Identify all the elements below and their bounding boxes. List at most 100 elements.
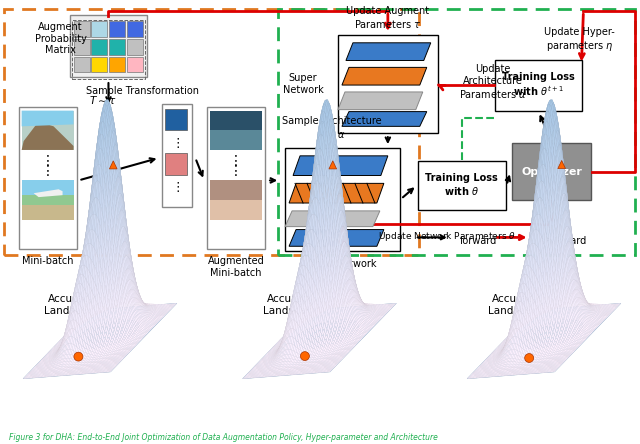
Polygon shape	[111, 360, 114, 361]
Polygon shape	[93, 311, 96, 312]
Polygon shape	[346, 352, 349, 353]
Polygon shape	[504, 345, 506, 351]
Polygon shape	[524, 323, 526, 324]
Polygon shape	[499, 360, 502, 363]
Polygon shape	[499, 365, 501, 368]
Polygon shape	[282, 347, 284, 353]
Polygon shape	[524, 363, 526, 365]
Polygon shape	[346, 43, 431, 60]
Polygon shape	[68, 372, 71, 373]
Polygon shape	[538, 162, 541, 181]
Polygon shape	[161, 310, 164, 312]
Polygon shape	[167, 305, 170, 306]
Polygon shape	[533, 244, 536, 258]
Polygon shape	[124, 213, 126, 232]
Polygon shape	[516, 351, 519, 356]
Polygon shape	[485, 359, 488, 360]
Polygon shape	[310, 228, 312, 244]
Polygon shape	[524, 296, 527, 309]
Polygon shape	[164, 310, 167, 312]
Polygon shape	[339, 230, 342, 249]
Polygon shape	[545, 359, 547, 360]
Polygon shape	[107, 299, 109, 304]
Polygon shape	[82, 372, 84, 373]
Polygon shape	[288, 373, 291, 374]
Polygon shape	[538, 252, 540, 268]
Polygon shape	[534, 182, 536, 203]
Polygon shape	[289, 329, 291, 335]
Polygon shape	[297, 371, 300, 372]
Polygon shape	[289, 316, 291, 325]
Polygon shape	[340, 218, 343, 235]
Polygon shape	[95, 310, 97, 312]
Polygon shape	[307, 354, 309, 357]
Polygon shape	[348, 277, 350, 285]
Polygon shape	[323, 252, 326, 268]
Polygon shape	[333, 330, 335, 337]
Polygon shape	[288, 359, 291, 362]
Polygon shape	[253, 373, 256, 375]
Polygon shape	[563, 306, 565, 317]
Polygon shape	[93, 178, 96, 195]
Polygon shape	[99, 358, 102, 360]
Polygon shape	[381, 307, 384, 308]
Polygon shape	[573, 258, 575, 272]
Polygon shape	[557, 366, 560, 367]
Polygon shape	[516, 329, 519, 332]
Polygon shape	[544, 339, 547, 345]
Polygon shape	[88, 272, 91, 284]
Polygon shape	[51, 375, 54, 377]
Polygon shape	[335, 177, 339, 197]
Polygon shape	[72, 329, 75, 331]
Polygon shape	[327, 365, 330, 367]
Polygon shape	[333, 366, 335, 367]
Polygon shape	[140, 298, 142, 304]
Polygon shape	[129, 349, 131, 350]
Polygon shape	[90, 361, 92, 363]
Polygon shape	[261, 360, 264, 361]
Polygon shape	[523, 321, 525, 323]
Polygon shape	[335, 364, 338, 365]
Polygon shape	[141, 309, 144, 313]
Polygon shape	[488, 357, 490, 358]
Polygon shape	[76, 369, 79, 370]
Polygon shape	[280, 339, 283, 341]
Polygon shape	[100, 352, 102, 355]
Polygon shape	[294, 366, 296, 368]
Polygon shape	[590, 306, 593, 308]
Polygon shape	[323, 244, 325, 266]
Polygon shape	[525, 265, 527, 274]
Polygon shape	[279, 343, 282, 349]
Polygon shape	[557, 330, 559, 337]
Polygon shape	[111, 353, 114, 355]
Polygon shape	[316, 312, 319, 313]
Polygon shape	[123, 353, 125, 355]
Polygon shape	[573, 289, 575, 293]
Polygon shape	[67, 330, 70, 339]
Polygon shape	[326, 121, 328, 140]
Polygon shape	[70, 344, 74, 350]
Polygon shape	[503, 345, 506, 349]
Polygon shape	[82, 347, 84, 352]
Polygon shape	[68, 333, 70, 337]
Polygon shape	[355, 280, 358, 290]
Polygon shape	[111, 116, 114, 130]
Polygon shape	[303, 246, 305, 258]
Polygon shape	[604, 308, 606, 309]
Polygon shape	[305, 318, 307, 320]
Polygon shape	[142, 307, 145, 310]
Polygon shape	[513, 354, 515, 359]
Polygon shape	[524, 358, 527, 361]
Polygon shape	[95, 345, 97, 350]
Polygon shape	[341, 303, 344, 304]
Polygon shape	[127, 302, 129, 303]
Polygon shape	[133, 288, 136, 294]
Polygon shape	[76, 271, 79, 282]
Polygon shape	[124, 235, 126, 250]
Polygon shape	[100, 371, 102, 373]
Polygon shape	[542, 369, 545, 371]
Polygon shape	[108, 361, 110, 362]
Polygon shape	[329, 299, 332, 303]
Polygon shape	[109, 306, 111, 308]
Polygon shape	[577, 291, 580, 296]
